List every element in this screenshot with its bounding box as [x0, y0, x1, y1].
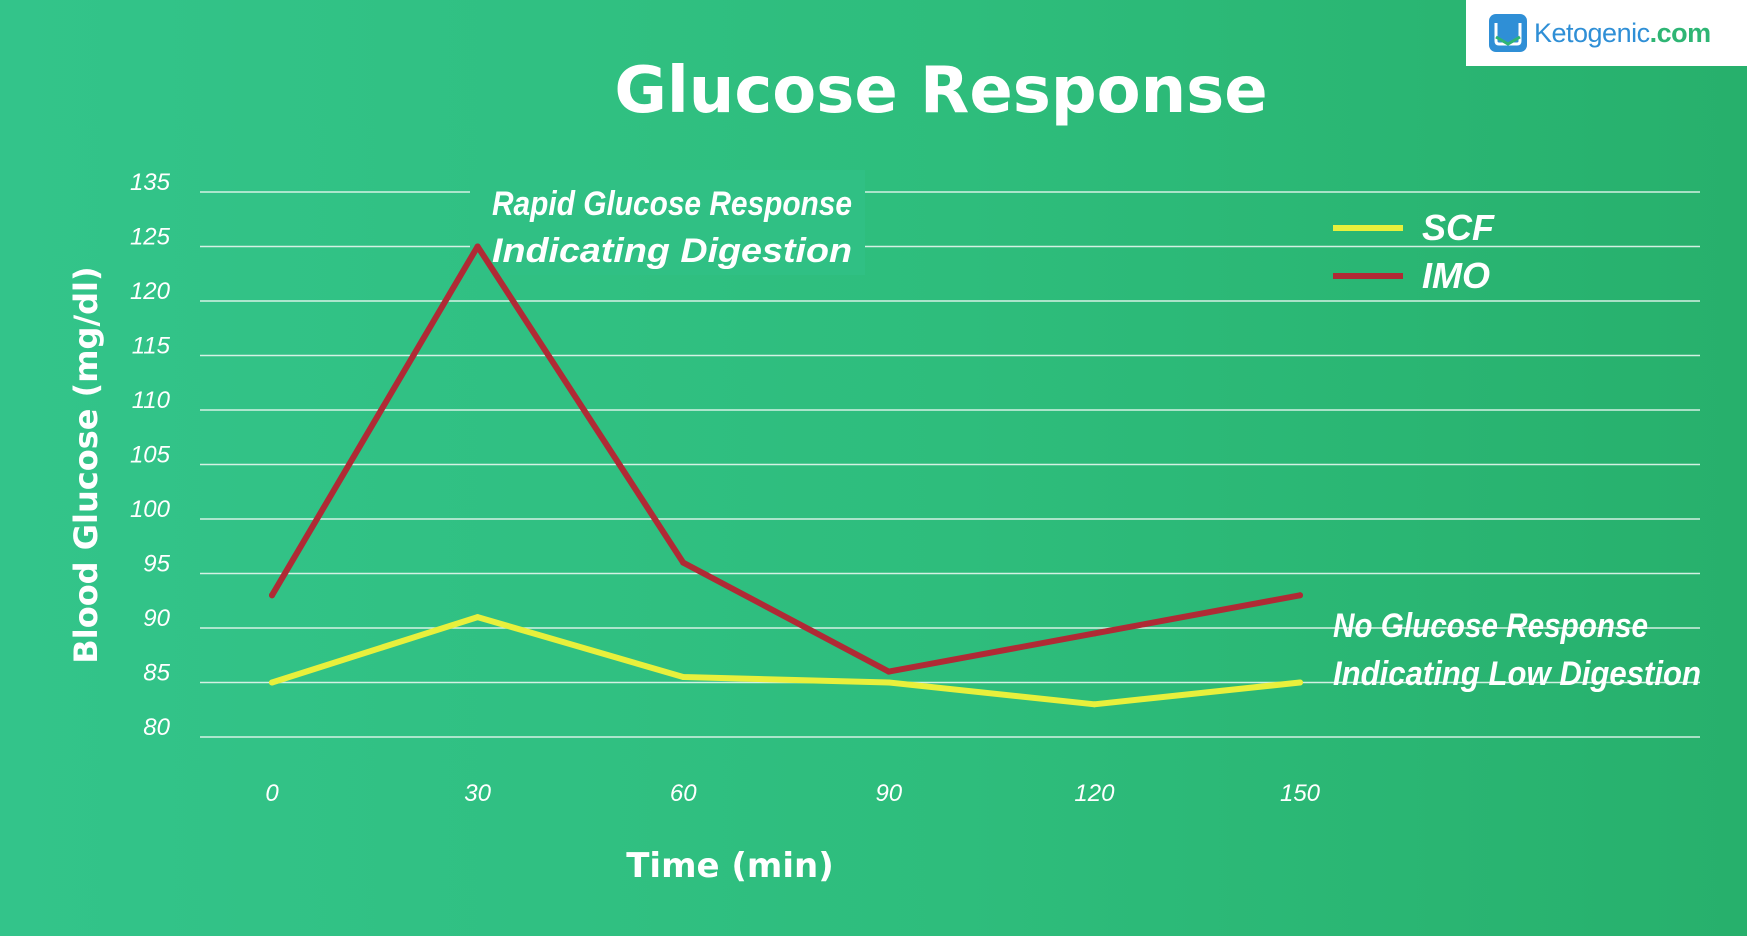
data-point-imo-90	[885, 668, 892, 675]
data-point-imo-120	[1091, 630, 1098, 637]
y-tick-label-120: 120	[130, 278, 171, 305]
data-point-scf-90	[885, 679, 892, 686]
x-tick-label-150: 150	[1280, 780, 1321, 807]
data-point-imo-0	[269, 592, 275, 599]
x-axis-label: Time (min)	[626, 846, 834, 886]
y-tick-label-125: 125	[130, 224, 171, 251]
x-tick-label-60: 60	[670, 780, 697, 807]
series-line-scf	[269, 614, 1303, 708]
y-tick-label-95: 95	[143, 551, 170, 578]
data-point-scf-0	[269, 679, 275, 686]
annotation-rapid-line-2: Indicating Digestion	[492, 232, 852, 270]
annotation-low-line-1: No Glucose Response	[1333, 607, 1648, 645]
chart-title: Glucose Response	[614, 54, 1267, 128]
y-tick-label-90: 90	[143, 605, 170, 632]
logo-brand: Ketogenic	[1534, 17, 1650, 48]
ketogenic-logo[interactable]: Ketogenic.com	[1466, 0, 1747, 66]
data-point-imo-60	[680, 559, 687, 566]
ketogenic-logo-icon	[1489, 14, 1527, 52]
annotation-backdrop	[470, 170, 865, 275]
annotation-rapid-line-1: Rapid Glucose Response	[492, 185, 852, 223]
x-tick-label-0: 0	[265, 780, 279, 807]
data-point-scf-30	[474, 614, 481, 621]
y-tick-label-100: 100	[130, 496, 171, 523]
y-tick-label-85: 85	[143, 660, 170, 687]
x-tick-label-90: 90	[875, 780, 902, 807]
data-point-imo-30	[474, 243, 481, 250]
data-point-scf-120	[1091, 701, 1098, 708]
data-point-imo-150	[1297, 592, 1303, 599]
x-tick-label-30: 30	[464, 780, 491, 807]
y-tick-label-105: 105	[130, 442, 171, 469]
annotation-low-line-2: Indicating Low Digestion	[1333, 655, 1701, 693]
ketogenic-logo-text: Ketogenic.com	[1534, 18, 1711, 49]
legend-label-scf: SCF	[1422, 207, 1495, 248]
legend-label-imo: IMO	[1422, 255, 1490, 296]
data-point-scf-60	[680, 674, 687, 681]
y-tick-label-110: 110	[132, 387, 171, 414]
y-tick-label-135: 135	[130, 169, 171, 196]
x-tick-label-120: 120	[1074, 780, 1115, 807]
data-point-scf-150	[1297, 679, 1303, 686]
series-line-imo	[269, 243, 1303, 675]
y-tick-label-115: 115	[132, 333, 171, 360]
y-tick-label-80: 80	[143, 714, 170, 741]
y-axis-label: Blood Glucose (mg/dl)	[67, 266, 105, 663]
logo-tld: .com	[1649, 17, 1712, 48]
